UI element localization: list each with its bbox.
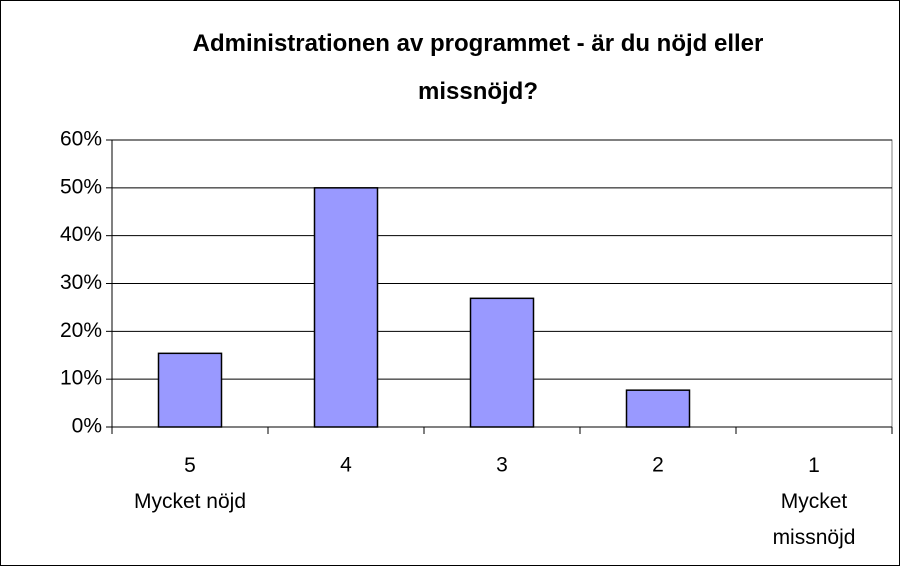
chart-title: Administrationen av programmet - är du n… bbox=[193, 30, 764, 105]
y-tick-label: 40% bbox=[60, 223, 102, 246]
y-tick-label: 0% bbox=[72, 415, 102, 438]
y-tick-label: 10% bbox=[60, 367, 102, 390]
x-tick-label: 5 Mycket nöjd bbox=[134, 454, 246, 513]
y-tick-label: 20% bbox=[60, 319, 102, 342]
bar bbox=[313, 187, 379, 428]
x-tick-label: 2 bbox=[652, 454, 664, 477]
bar bbox=[469, 297, 535, 428]
y-tick-label: 50% bbox=[60, 175, 102, 198]
y-tick-label: 30% bbox=[60, 271, 102, 294]
y-tick-label: 60% bbox=[60, 128, 102, 151]
x-tick-label: 3 bbox=[496, 454, 508, 477]
x-tick-label: 1 Mycket missnöjd bbox=[773, 454, 856, 549]
bar bbox=[157, 352, 223, 428]
x-tick-label: 4 bbox=[340, 454, 352, 477]
bar bbox=[625, 389, 691, 428]
